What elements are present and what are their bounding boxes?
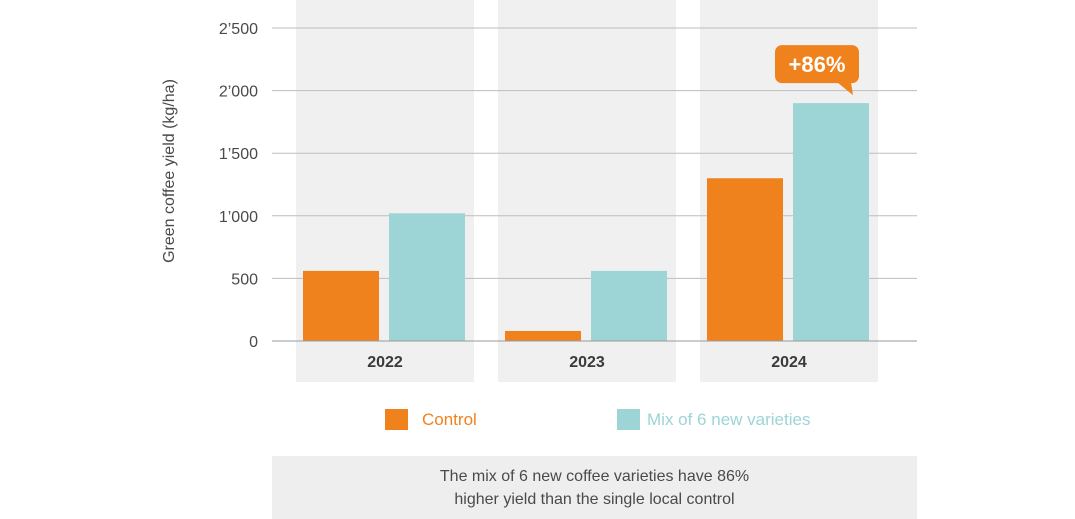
legend-label: Control — [422, 410, 477, 429]
y-tick-label: 2’000 — [219, 84, 258, 101]
bar — [303, 270, 379, 341]
category-label: 2022 — [367, 354, 403, 371]
callout-box — [775, 45, 859, 84]
category-label: 2023 — [569, 354, 605, 371]
y-tick-label: 1’000 — [219, 209, 258, 226]
legend-swatch — [617, 409, 640, 430]
callout-badge: +86% — [775, 45, 859, 96]
caption-line-1: The mix of 6 new coffee varieties have 8… — [439, 468, 750, 485]
y-tick-label: 2’500 — [219, 21, 258, 38]
bar — [505, 330, 581, 341]
y-axis-title: Green coffee yield (kg/ha) — [161, 79, 178, 263]
y-tick-label: 0 — [249, 334, 258, 351]
y-tick-label: 500 — [231, 271, 258, 288]
legend-label: Mix of 6 new varieties — [647, 410, 810, 429]
bar — [389, 213, 465, 341]
bar — [793, 103, 869, 342]
callout-text: +86% — [789, 52, 846, 77]
category-label: 2024 — [771, 354, 807, 371]
legend-swatch — [385, 409, 408, 430]
caption-box: The mix of 6 new coffee varieties have 8… — [272, 456, 917, 519]
caption-line-2: higher yield than the single local contr… — [454, 491, 735, 508]
bar — [591, 270, 667, 341]
y-tick-label: 1’500 — [219, 146, 258, 163]
bar — [707, 178, 783, 341]
callout-pointer — [837, 82, 853, 96]
